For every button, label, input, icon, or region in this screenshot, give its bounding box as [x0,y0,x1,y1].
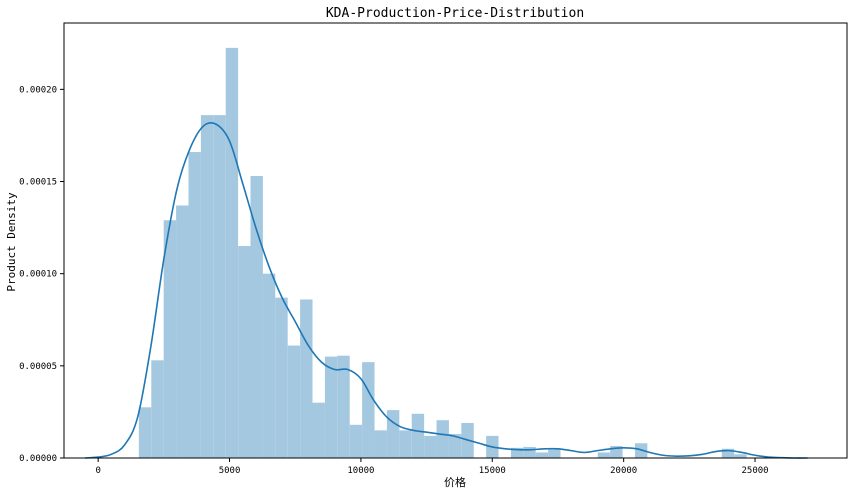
histogram-bar [188,152,201,458]
histogram-bar [374,430,387,458]
x-tick-label: 15000 [479,466,506,476]
histogram-bar [610,446,623,458]
y-tick-label: 0.00020 [19,85,57,95]
histogram-bar [225,47,239,458]
histogram-bar [510,447,524,458]
histogram-bar [399,430,412,458]
histogram-bar [250,175,263,459]
histogram-bar [424,435,437,458]
histogram-bar [548,448,561,458]
histogram-bar [362,362,375,458]
histogram-bars [138,47,747,459]
histogram-bar [324,356,338,458]
histogram-bar [163,220,177,458]
x-tick-label: 5000 [219,466,241,476]
y-tick-label: 0.00005 [19,362,57,372]
histogram-bar [337,355,350,458]
histogram-bar [386,410,400,458]
histogram-bar [275,297,288,458]
histogram-bar [176,205,189,458]
x-axis-label: 价格 [444,475,466,489]
histogram-bar [151,360,164,458]
histogram-bar [213,115,226,458]
y-tick-label: 0.00000 [19,454,57,464]
x-tick-label: 10000 [347,466,374,476]
histogram-bar [300,299,313,458]
x-axis-ticks: 0 5000 10000 15000 20000 25000 [95,458,769,476]
chart-title: KDA-Production-Price-Distribution [326,6,584,21]
histogram-bar [312,402,325,458]
histogram-bar [349,424,363,458]
histogram-bar [721,448,735,458]
histogram-bar [535,452,549,458]
histogram-bar [448,434,462,458]
histogram-bar [523,446,536,458]
histogram-bar [262,273,276,458]
histogram-bar [138,407,152,458]
x-tick-label: 25000 [741,466,768,476]
x-tick-label: 0 [95,466,100,476]
y-tick-label: 0.00010 [19,270,57,280]
histogram-bar [411,413,425,458]
histogram-bar [287,345,301,458]
histogram-bar [436,420,449,458]
histogram-bar [200,115,214,458]
y-tick-label: 0.00015 [19,178,57,188]
y-axis-label: Product Density [5,192,18,292]
axes-frame [63,22,848,459]
kde-curve [84,122,808,459]
y-axis-ticks: 0.00000 0.00005 0.00010 0.00015 0.00020 [19,85,64,464]
histogram-bar [734,454,747,458]
x-tick-label: 20000 [610,466,637,476]
histogram-bar [597,452,611,458]
histogram-bar [238,246,251,458]
